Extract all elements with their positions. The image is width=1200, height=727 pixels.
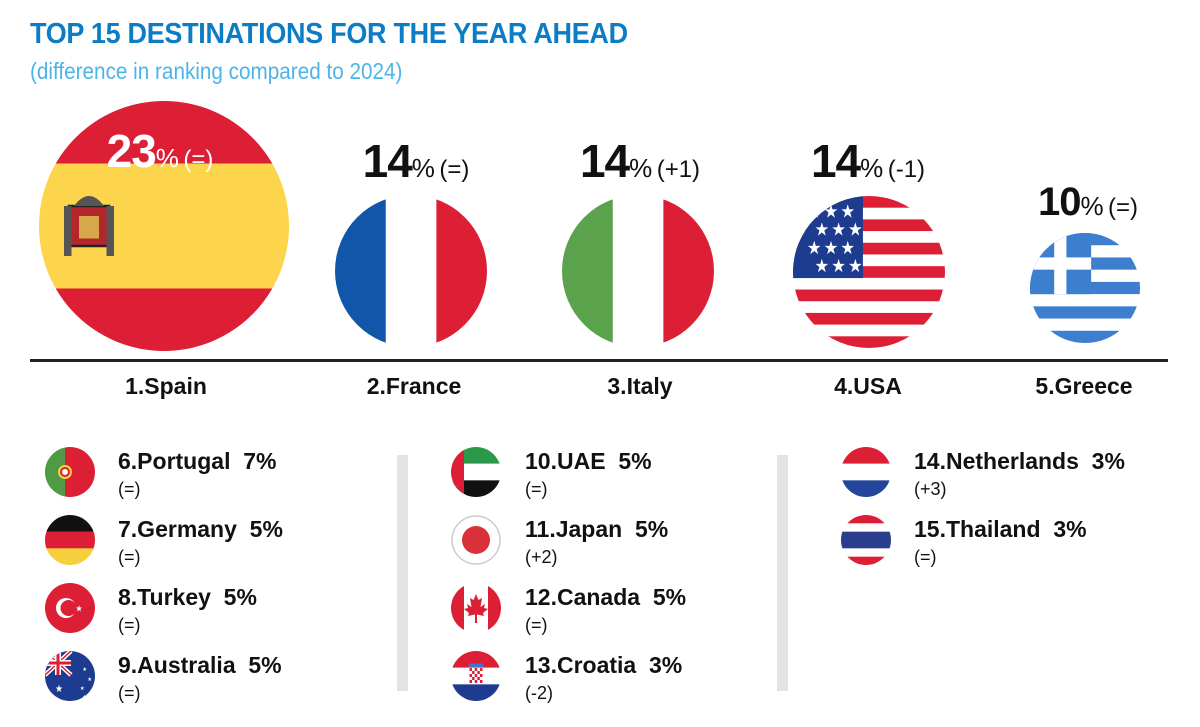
svg-text:★: ★ [848,220,863,241]
svg-text:★: ★ [807,238,822,259]
rank-change: (+2) [525,547,558,567]
rank-change: (=) [118,547,141,567]
page-subtitle: (difference in ranking compared to 2024) [30,58,403,84]
country-name: 2.France [366,373,462,399]
thailand-flag-icon [841,515,891,565]
country-name: 9.Australia 5% [118,652,282,678]
country-name: 5.Greece [1035,373,1133,399]
percent-sign: % [860,153,884,183]
svg-text:★: ★ [815,220,830,241]
svg-text:★: ★ [80,686,85,692]
rank-change: (=) [118,479,141,499]
canada-flag-icon [451,583,501,633]
portugal-flag-icon [45,447,95,497]
country-name: 14.Netherlands 3% [914,448,1125,474]
percent-value: 14 [579,135,630,187]
country-name: 15.Thailand 3% [914,516,1087,542]
percent-label: 23% (=) [107,124,214,178]
country-name: 7.Germany 5% [118,516,283,542]
percent-label: 14% (-1) [811,134,925,188]
country-name: 4.USA [834,373,902,399]
percent-sign: % [629,153,653,183]
percent-value: 23 [106,125,157,177]
country-name: 8.Turkey 5% [118,584,257,610]
page-title: TOP 15 DESTINATIONS FOR THE YEAR AHEAD [30,18,628,50]
rank-change: (-1) [887,156,926,183]
croatia-flag-icon [451,651,501,701]
percent-label: 14% (=) [363,134,470,188]
percent-value: 14 [362,135,413,187]
rank-change: (+3) [914,479,947,499]
country-name: 1.Spain [125,373,207,399]
svg-text:★: ★ [840,201,855,222]
svg-text:★: ★ [831,220,846,241]
greece-flag-icon [1030,233,1140,343]
column-divider [397,455,408,691]
country-name: 6.Portugal 7% [118,448,277,474]
country-name: 12.Canada 5% [525,584,687,610]
turkey-flag-icon: ★ [45,583,95,633]
percent-value: 10 [1037,180,1081,224]
percent-label: 14% (+1) [580,134,700,188]
spain-flag-icon [39,101,289,351]
australia-flag-icon: ★★★★★ [45,651,95,701]
rank-change: (=) [1108,194,1139,221]
svg-text:★: ★ [83,667,88,673]
germany-flag-icon [45,515,95,565]
rank-change: (=) [525,479,548,499]
rank-change: (=) [118,683,141,703]
rank-change: (+1) [656,156,701,183]
percent-sign: % [155,143,179,173]
uae-flag-icon [451,447,501,497]
country-name: 13.Croatia 3% [525,652,683,678]
usa-flag-icon: ★ ★ ★★ ★ ★★ ★ ★★ ★ ★ [793,196,945,348]
rank-change: (=) [118,615,141,635]
rank-change: (=) [183,146,214,173]
svg-text:★: ★ [75,605,82,615]
japan-flag-icon [451,515,501,565]
percent-sign: % [411,153,435,183]
column-divider [777,455,788,691]
svg-text:★: ★ [88,677,93,683]
italy-flag-icon [562,195,714,347]
rank-change: (=) [525,615,548,635]
svg-text:★: ★ [848,256,863,277]
svg-text:★: ★ [831,256,846,277]
percent-sign: % [1080,191,1104,221]
svg-text:★: ★ [83,695,88,701]
percent-value: 14 [810,135,861,187]
percent-label: 10% (=) [1038,180,1138,225]
country-name: 11.Japan 5% [525,516,669,542]
netherlands-flag-icon [841,447,891,497]
france-flag-icon [335,195,487,347]
country-name: 10.UAE 5% [525,448,652,474]
country-name: 3.Italy [607,373,673,399]
svg-text:★: ★ [840,238,855,259]
rank-change: (=) [439,156,470,183]
svg-text:★: ★ [55,684,63,695]
rank-change: (-2) [525,683,553,703]
rank-change: (=) [914,547,937,567]
svg-text:★: ★ [824,238,839,259]
svg-text:★: ★ [815,256,830,277]
podium-baseline [30,359,1168,362]
